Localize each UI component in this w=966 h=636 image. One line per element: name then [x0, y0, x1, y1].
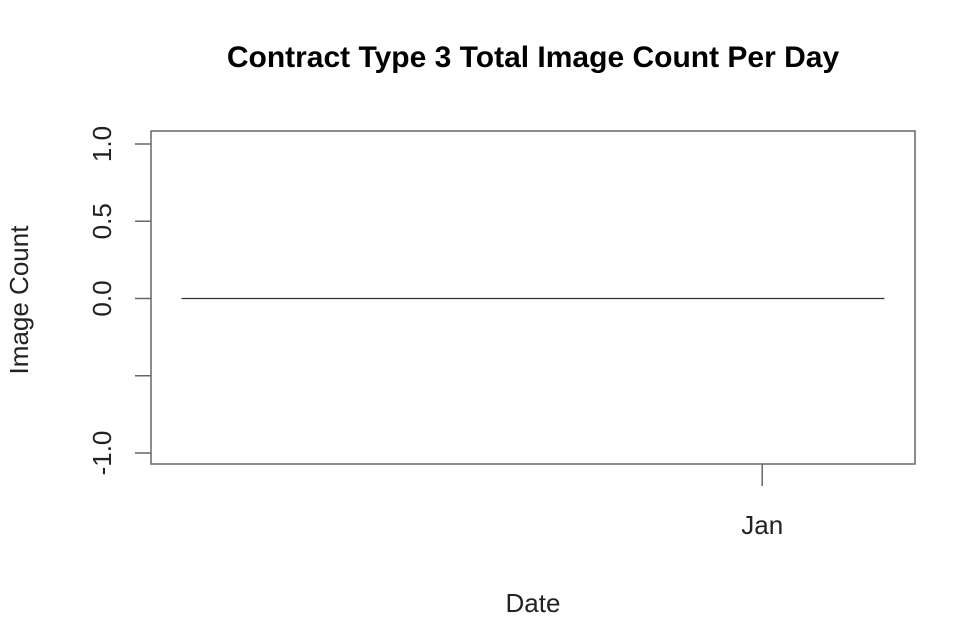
y-axis: -1.0 0.0 0.5 1.0 [87, 126, 151, 475]
y-tick-label: 1.0 [87, 126, 117, 162]
x-tick-label: Jan [741, 510, 783, 540]
y-axis-label: Image Count [4, 225, 34, 375]
x-axis: Jan [741, 464, 783, 540]
chart-title: Contract Type 3 Total Image Count Per Da… [227, 41, 840, 74]
y-tick-label: 0.5 [87, 203, 117, 239]
plot-frame [150, 130, 916, 465]
y-tick-label: 0.0 [87, 280, 117, 316]
x-axis-label: Date [506, 588, 561, 618]
y-tick-label: -1.0 [87, 431, 117, 476]
